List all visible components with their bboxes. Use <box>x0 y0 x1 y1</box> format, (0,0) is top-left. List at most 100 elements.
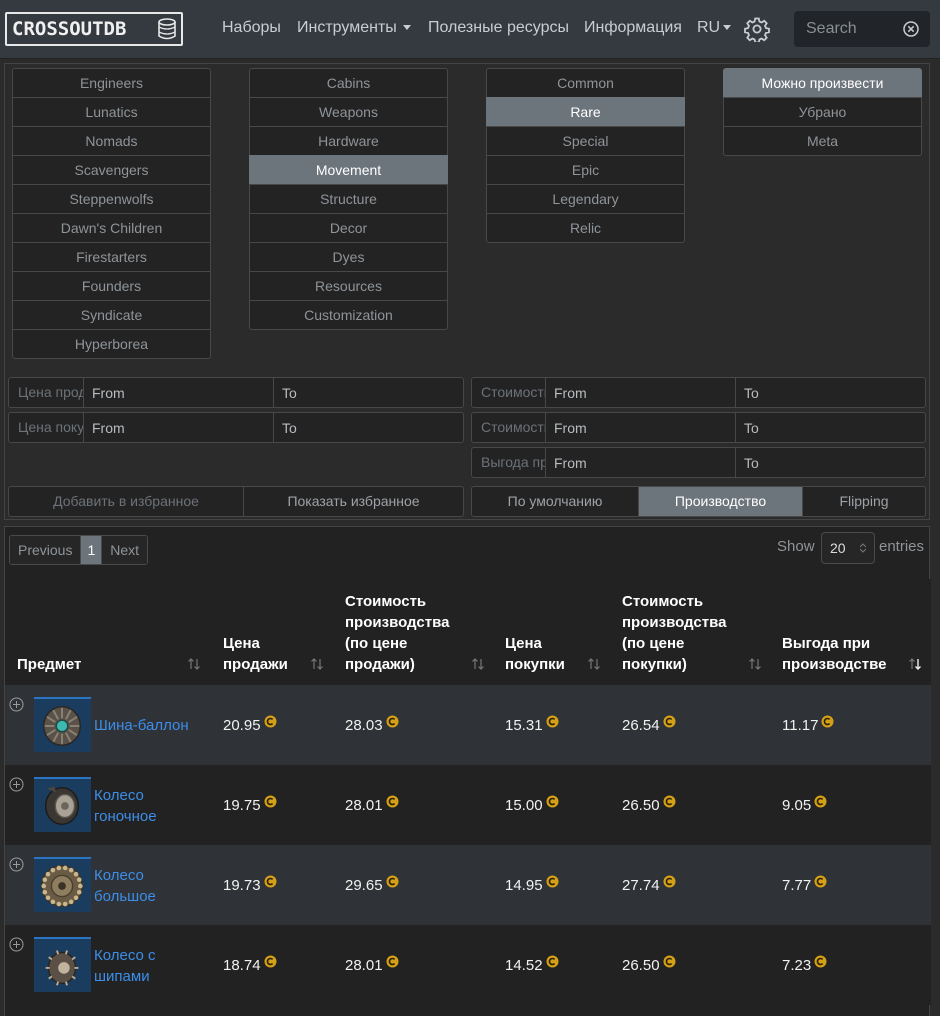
rarity-filter-group: Common Rare Special Epic Legendary Relic <box>486 68 685 243</box>
coin-icon <box>663 795 676 808</box>
cell-value: 14.52 <box>505 957 543 974</box>
cell-craft-sell: 28.03 <box>345 715 399 734</box>
price-range-to-input[interactable] <box>274 378 463 407</box>
page-1-button[interactable]: 1 <box>81 536 103 564</box>
craft-cost-range-from-input[interactable] <box>546 378 736 407</box>
category-button-structure[interactable]: Structure <box>249 184 448 214</box>
coin-icon <box>264 795 277 808</box>
rarity-button-relic[interactable]: Relic <box>486 213 685 243</box>
item-name-link[interactable]: Колесо большое <box>94 867 156 905</box>
brand-logo[interactable]: CROSSOUTDB <box>5 12 183 46</box>
nav-link-resources[interactable]: Полезные ресурсы <box>428 19 569 36</box>
category-button-resources[interactable]: Resources <box>249 271 448 301</box>
show-favorites-button[interactable]: Показать избранное <box>287 493 420 509</box>
price-range-to-input[interactable] <box>274 413 463 442</box>
nav-link-tools[interactable]: Инструменты <box>297 19 411 37</box>
item-thumbnail[interactable] <box>34 937 91 992</box>
cell-craft-sell: 28.01 <box>345 955 399 974</box>
mode-default-button[interactable]: По умолчанию <box>472 487 639 516</box>
gear-icon[interactable] <box>744 16 770 42</box>
craft-cost-range-to-input[interactable] <box>736 448 925 477</box>
faction-button-engineers[interactable]: Engineers <box>12 68 211 98</box>
craft-button-meta[interactable]: Meta <box>723 126 922 156</box>
mode-production-button[interactable]: Производство <box>639 487 803 516</box>
item-name-link[interactable]: Колесо гоночное <box>94 787 157 825</box>
item-name-link[interactable]: Шина-баллон <box>94 717 189 734</box>
column-header-buy-price[interactable]: Цена покупки <box>505 635 565 673</box>
expand-row-icon[interactable] <box>9 697 24 712</box>
cell-value: 29.65 <box>345 877 383 894</box>
faction-button-steppenwolfs[interactable]: Steppenwolfs <box>12 184 211 214</box>
craft-button-option-0[interactable]: Можно произвести <box>723 68 922 98</box>
sort-icon[interactable] <box>187 657 201 671</box>
sort-icon[interactable] <box>748 657 762 671</box>
category-button-weapons[interactable]: Weapons <box>249 97 448 127</box>
column-header-item[interactable]: Предмет <box>17 656 82 673</box>
item-thumbnail[interactable] <box>34 857 91 912</box>
mode-toggle-bar: По умолчанию Производство Flipping <box>471 486 926 517</box>
cell-profit: 9.05 <box>782 795 827 814</box>
rarity-button-common[interactable]: Common <box>486 68 685 98</box>
add-to-favorites-button[interactable]: Добавить в избранное <box>9 487 244 516</box>
expand-row-icon[interactable] <box>9 937 24 952</box>
faction-button-firestarters[interactable]: Firestarters <box>12 242 211 272</box>
mode-flipping-button[interactable]: Flipping <box>839 493 889 509</box>
clear-search-icon[interactable] <box>903 21 919 37</box>
faction-button-nomads[interactable]: Nomads <box>12 126 211 156</box>
category-button-hardware[interactable]: Hardware <box>249 126 448 156</box>
language-dropdown[interactable]: RU <box>697 19 732 37</box>
search-box <box>794 11 930 47</box>
category-button-movement[interactable]: Movement <box>249 155 448 185</box>
rarity-button-legendary[interactable]: Legendary <box>486 184 685 214</box>
craft-cost-range-from-input[interactable] <box>546 413 736 442</box>
category-button-customization[interactable]: Customization <box>249 300 448 330</box>
craft-button-option-1[interactable]: Убрано <box>723 97 922 127</box>
item-thumbnail[interactable] <box>34 777 91 832</box>
sort-icon[interactable] <box>310 657 324 671</box>
faction-button-hyperborea[interactable]: Hyperborea <box>12 329 211 359</box>
rarity-button-epic[interactable]: Epic <box>486 155 685 185</box>
rarity-button-special[interactable]: Special <box>486 126 685 156</box>
price-range-from-input[interactable] <box>84 413 274 442</box>
craft-cost-range-to-input[interactable] <box>736 413 925 442</box>
category-filter-group: Cabins Weapons Hardware Movement Structure De… <box>249 68 448 330</box>
column-header-craft-cost-buy[interactable]: Стоимость производства (по цене покупки) <box>622 593 727 673</box>
coin-icon <box>264 715 277 728</box>
price-range-label: Цена продажи <box>9 378 84 407</box>
price-range-from-input[interactable] <box>84 378 274 407</box>
cell-value: 27.74 <box>622 877 660 894</box>
sort-icon[interactable] <box>587 657 601 671</box>
chevron-down-icon <box>723 25 732 31</box>
category-button-decor[interactable]: Decor <box>249 213 448 243</box>
page-size-select[interactable]: 20 <box>821 532 875 564</box>
coin-icon <box>814 795 827 808</box>
previous-page-button[interactable]: Previous <box>10 536 82 564</box>
expand-row-icon[interactable] <box>9 857 24 872</box>
item-thumbnail[interactable] <box>34 697 91 752</box>
nav-link-sets[interactable]: Наборы <box>222 19 281 36</box>
nav-link-info[interactable]: Информация <box>584 19 682 36</box>
faction-button-dawn-s-children[interactable]: Dawn's Children <box>12 213 211 243</box>
craft-cost-range-to-input[interactable] <box>736 378 925 407</box>
column-header-sell-price[interactable]: Цена продажи <box>223 635 288 673</box>
category-button-cabins[interactable]: Cabins <box>249 68 448 98</box>
large-wheel-icon <box>41 865 83 907</box>
craft-cost-range-from-input[interactable] <box>546 448 736 477</box>
item-name-link[interactable]: Колесо с шипами <box>94 947 156 985</box>
faction-button-syndicate[interactable]: Syndicate <box>12 300 211 330</box>
faction-button-scavengers[interactable]: Scavengers <box>12 155 211 185</box>
category-button-dyes[interactable]: Dyes <box>249 242 448 272</box>
rarity-button-rare[interactable]: Rare <box>486 97 685 127</box>
search-input[interactable] <box>794 11 930 47</box>
craft-cost-range-label: Стоимость производства (по цене продажи) <box>472 378 546 407</box>
faction-button-lunatics[interactable]: Lunatics <box>12 97 211 127</box>
cell-value: 26.54 <box>622 717 660 734</box>
faction-button-founders[interactable]: Founders <box>12 271 211 301</box>
column-header-craft-cost-sell[interactable]: Стоимость производства (по цене продажи) <box>345 593 450 673</box>
sort-desc-icon[interactable] <box>908 657 922 671</box>
cell-value: 11.17 <box>782 717 819 734</box>
next-page-button[interactable]: Next <box>102 536 148 564</box>
column-header-profit[interactable]: Выгода при производстве <box>782 635 887 673</box>
sort-icon[interactable] <box>471 657 485 671</box>
expand-row-icon[interactable] <box>9 777 24 792</box>
